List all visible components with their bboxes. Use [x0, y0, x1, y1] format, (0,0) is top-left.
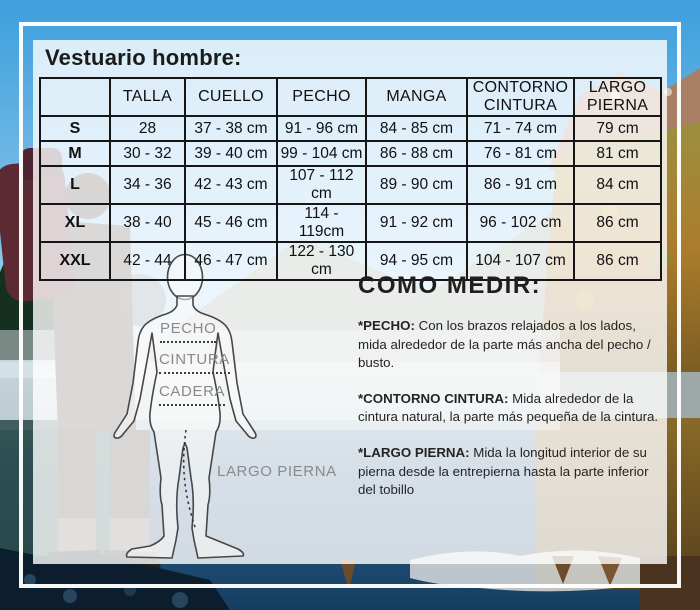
table-cell: 86 - 88 cm — [365, 140, 468, 167]
table-row-l: L 34 - 36 42 - 43 cm 107 - 112 cm 89 - 9… — [39, 165, 662, 205]
table-cell: 71 - 74 cm — [466, 115, 575, 142]
table-cell: 42 - 43 cm — [184, 165, 278, 205]
table-cell: 86 cm — [573, 203, 662, 243]
table-row-s: S 28 37 - 38 cm 91 - 96 cm 84 - 85 cm 71… — [39, 115, 662, 142]
table-cell: 46 - 47 cm — [184, 241, 278, 281]
table-cell: 42 - 44 — [109, 241, 186, 281]
table-cell: 38 - 40 — [109, 203, 186, 243]
header-manga: MANGA — [365, 77, 468, 117]
size-cell: S — [39, 115, 111, 142]
table-cell: 79 cm — [573, 115, 662, 142]
table-cell: 37 - 38 cm — [184, 115, 278, 142]
measure-text: Mida alrededor de la cintura natural, la… — [358, 390, 659, 425]
header-cuello: CUELLO — [184, 77, 278, 117]
measure-text: Mida la longitud interior de su pierna d… — [358, 445, 649, 498]
table-cell: 28 — [109, 115, 186, 142]
table-row-xl: XL 38 - 40 45 - 46 cm 114 - 119cm 91 - 9… — [39, 203, 662, 243]
cadera-label: CADERA — [159, 384, 226, 406]
table-cell: 91 - 96 cm — [276, 115, 367, 142]
header-pecho: PECHO — [276, 77, 367, 117]
largo-pierna-label: LARGO PIERNA — [217, 463, 337, 480]
measure-item-contorno-cintura: *CONTORNO CINTURA: Mida alrededor de la … — [358, 390, 660, 427]
como-medir-title: COMO MEDIR: — [358, 272, 542, 299]
table-header-row: TALLA CUELLO PECHO MANGA CONTORNO CINTUR… — [39, 77, 662, 117]
pecho-label: PECHO — [160, 321, 217, 343]
table-row-m: M 30 - 32 39 - 40 cm 99 - 104 cm 86 - 88… — [39, 140, 662, 167]
table-cell: 39 - 40 cm — [184, 140, 278, 167]
measure-label: *CONTORNO CINTURA: — [358, 390, 509, 406]
table-cell: 84 - 85 cm — [365, 115, 468, 142]
table-cell: 34 - 36 — [109, 165, 186, 205]
cintura-label: CINTURA — [159, 352, 230, 374]
header-contorno-cintura: CONTORNO CINTURA — [466, 77, 575, 117]
table-cell: 96 - 102 cm — [466, 203, 575, 243]
table-cell: 86 cm — [573, 241, 662, 281]
table-cell: 94 - 95 cm — [365, 241, 468, 281]
size-table: TALLA CUELLO PECHO MANGA CONTORNO CINTUR… — [39, 77, 662, 281]
table-cell: 114 - 119cm — [276, 203, 367, 243]
size-cell: XXL — [39, 241, 111, 281]
table-cell: 81 cm — [573, 140, 662, 167]
header-largo-pierna: LARGO PIERNA — [573, 77, 662, 117]
table-cell: 86 - 91 cm — [466, 165, 575, 205]
brown-reflection — [640, 556, 700, 610]
table-cell: 30 - 32 — [109, 140, 186, 167]
table-cell: 91 - 92 cm — [365, 203, 468, 243]
header-talla: TALLA — [109, 77, 186, 117]
table-cell: 76 - 81 cm — [466, 140, 575, 167]
size-chart-title: Vestuario hombre: — [45, 45, 242, 70]
table-cell: 45 - 46 cm — [184, 203, 278, 243]
measure-label: *PECHO: — [358, 318, 415, 333]
size-cell: L — [39, 165, 111, 205]
table-cell: 89 - 90 cm — [365, 165, 468, 205]
frame-border — [19, 22, 681, 588]
table-cell: 84 cm — [573, 165, 662, 205]
table-cell: 107 - 112 cm — [276, 165, 367, 205]
size-cell: XL — [39, 203, 111, 243]
table-cell: 104 - 107 cm — [466, 241, 575, 281]
measure-item-pecho: *PECHO: Con los brazos relajados a los l… — [358, 317, 660, 373]
table-cell: 122 - 130 cm — [276, 241, 367, 281]
como-medir-section: COMO MEDIR: *PECHO: Con los brazos relaj… — [358, 272, 660, 500]
measure-text: Con los brazos relajados a los lados, mi… — [358, 318, 651, 371]
size-cell: M — [39, 140, 111, 167]
table-cell: 99 - 104 cm — [276, 140, 367, 167]
measure-item-largo-pierna: *LARGO PIERNA: Mida la longitud interior… — [358, 444, 660, 500]
measure-label: *LARGO PIERNA: — [358, 445, 470, 461]
header-empty — [39, 77, 111, 117]
